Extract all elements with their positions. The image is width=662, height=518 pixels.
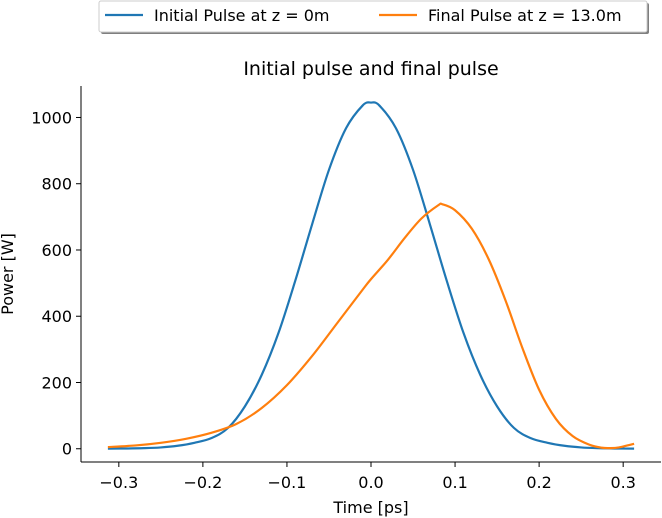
- legend-label-final: Final Pulse at z = 13.0m: [428, 6, 622, 25]
- chart-title: Initial pulse and final pulse: [243, 58, 498, 80]
- legend: Initial Pulse at z = 0m Final Pulse at z…: [98, 0, 649, 34]
- series-line-final-pulse: [107, 202, 635, 450]
- y-tick-label: 1000: [31, 108, 72, 127]
- plot-area: −0.3 −0.2 −0.1 0.0 0.1 0.2 0.3 0 200 400 600 800 10…: [31, 86, 661, 492]
- x-tick-label: 0.1: [442, 473, 467, 492]
- series-line-initial-pulse: [107, 101, 635, 450]
- legend-box: [98, 0, 648, 33]
- y-tick-label: 200: [41, 373, 72, 392]
- legend-label-initial: Initial Pulse at z = 0m: [154, 6, 329, 25]
- y-tick-label: 0: [62, 440, 72, 459]
- y-tick-label: 600: [41, 241, 72, 260]
- y-axis-label: Power [W]: [0, 233, 17, 315]
- series-layer: [107, 101, 635, 450]
- x-ticks: −0.3 −0.2 −0.1 0.0 0.1 0.2 0.3: [99, 462, 636, 492]
- x-axis-label: Time [ps]: [332, 498, 408, 517]
- x-tick-label: 0.3: [610, 473, 635, 492]
- x-tick-label: −0.2: [183, 473, 222, 492]
- x-tick-label: −0.1: [268, 473, 307, 492]
- y-tick-label: 800: [41, 175, 72, 194]
- x-tick-label: −0.3: [99, 473, 138, 492]
- y-ticks: 0 200 400 600 800 1000: [31, 108, 81, 459]
- y-tick-label: 400: [41, 307, 72, 326]
- x-tick-label: 0.0: [358, 473, 383, 492]
- x-tick-label: 0.2: [526, 473, 551, 492]
